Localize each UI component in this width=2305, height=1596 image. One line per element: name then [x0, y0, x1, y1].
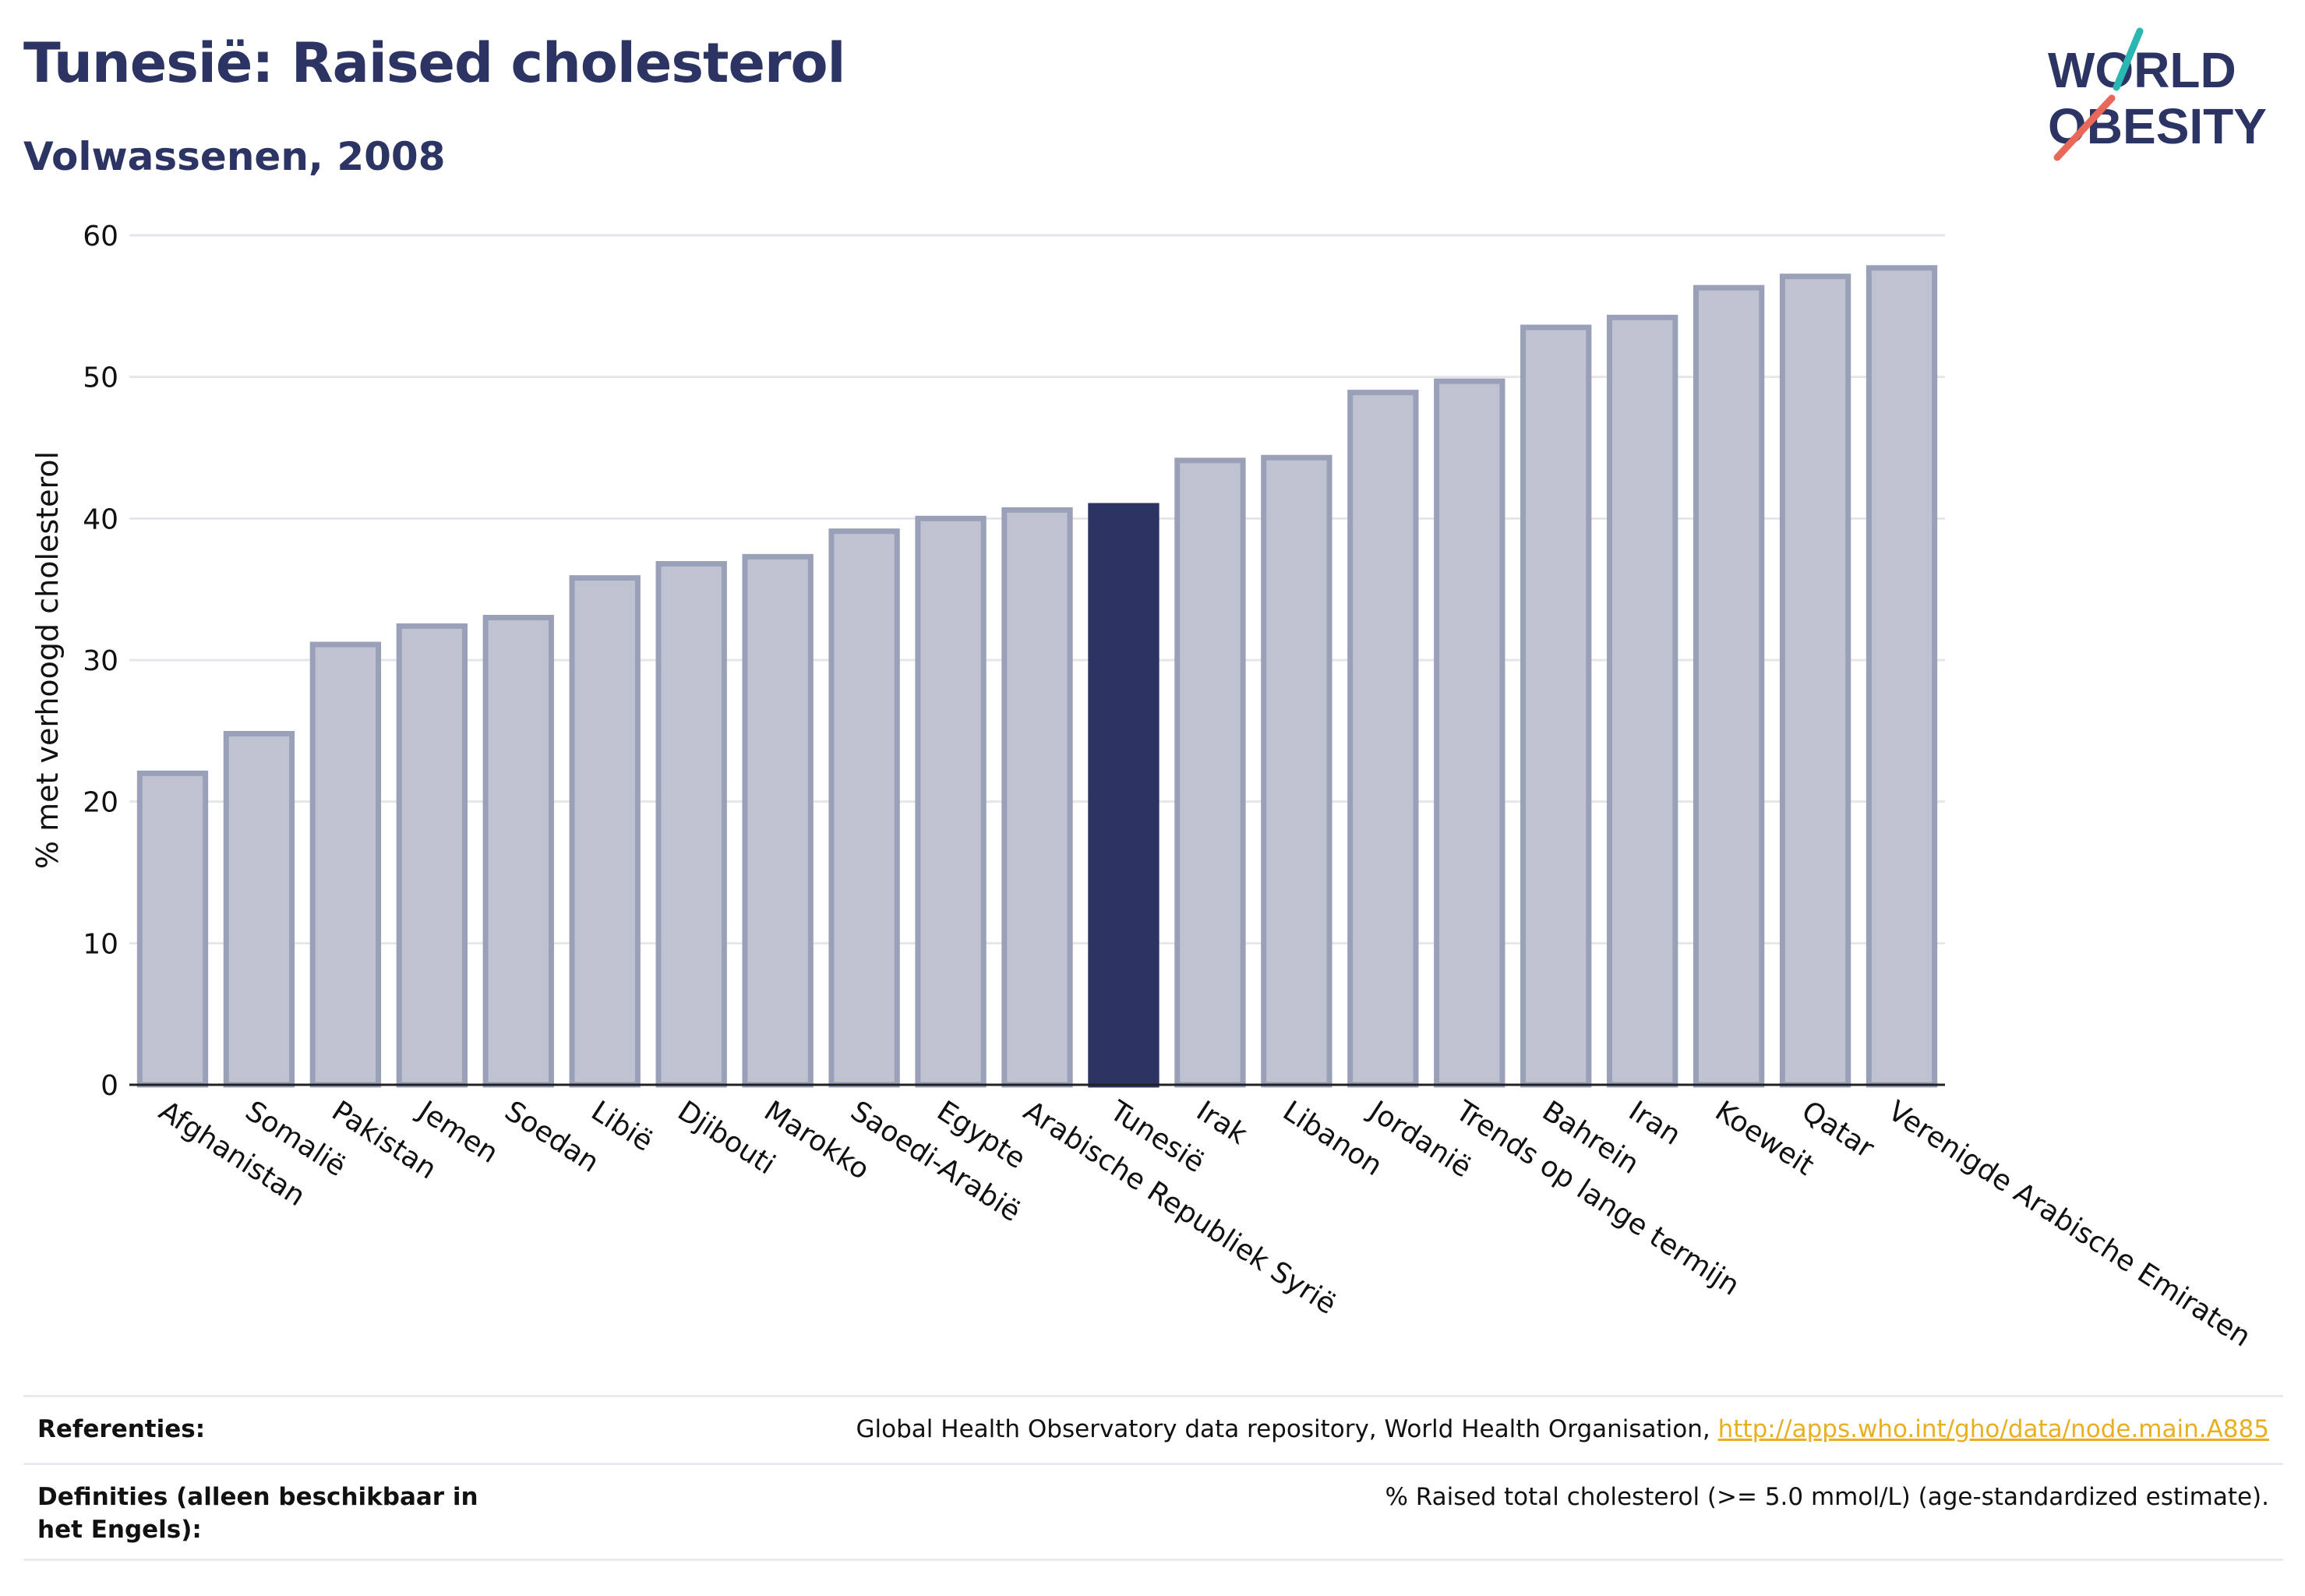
bar [1261, 454, 1333, 1088]
bar [1607, 314, 1678, 1088]
chart-title: Tunesië: Raised cholesterol [23, 31, 846, 95]
x-tick-label: Libanon [1277, 1095, 1388, 1182]
x-tick-label: Iran [1623, 1095, 1686, 1152]
bar [1520, 324, 1592, 1088]
bar [1779, 274, 1851, 1088]
y-tick-label: 0 [101, 1070, 118, 1102]
x-tick-label: Soedan [499, 1095, 604, 1179]
bars [136, 265, 1938, 1088]
bar [569, 575, 641, 1088]
bar [1434, 378, 1505, 1088]
bar-highlighted [1088, 503, 1160, 1088]
definitions-row: Definities (alleen beschikbaar in het En… [23, 1463, 2283, 1561]
references-label: Referenties: [37, 1415, 206, 1443]
references-text: Global Health Observatory data repositor… [856, 1415, 1718, 1443]
bar-chart: 0 10 20 30 40 50 60 AfghanistanSomaliëPakistan… [30, 221, 2257, 1354]
chart-subtitle: Volwassenen, 2008 [23, 134, 446, 179]
x-tick-label: Djibouti [672, 1095, 780, 1181]
bar [915, 515, 987, 1088]
x-tick-label: Irak [1191, 1095, 1253, 1151]
references-table: Referenties: Global Health Observatory d… [23, 1395, 2283, 1561]
bar [396, 623, 468, 1088]
x-tick-labels: AfghanistanSomaliëPakistanJemenSoedanLib… [154, 1094, 2257, 1353]
bar [482, 615, 554, 1088]
bar [742, 553, 814, 1088]
bar [1174, 457, 1246, 1088]
bar [655, 560, 727, 1088]
y-tick-label: 10 [83, 928, 118, 960]
definitions-value: % Raised total cholesterol (>= 5.0 mmol/… [1385, 1483, 2269, 1511]
y-tick-label: 20 [83, 787, 118, 819]
y-axis-label: % met verhoogd cholesterol [30, 451, 65, 869]
logo-line1: WORLD [2048, 42, 2236, 98]
bar [1866, 265, 1938, 1088]
world-obesity-logo[interactable]: WORLD OBESITY [2042, 23, 2291, 164]
references-value: Global Health Observatory data repositor… [856, 1413, 2269, 1446]
y-tick-label: 30 [83, 645, 118, 677]
y-tick-labels: 0 10 20 30 40 50 60 [83, 221, 118, 1102]
y-tick-label: 60 [83, 221, 118, 252]
x-tick-label: Afghanistan [154, 1095, 311, 1213]
references-link[interactable]: http://apps.who.int/gho/data/node.main.A… [1717, 1415, 2269, 1443]
bar [1001, 507, 1073, 1088]
bar [223, 730, 295, 1088]
bar [828, 528, 900, 1088]
bar [136, 770, 209, 1088]
bar [309, 641, 382, 1088]
references-row: Referenties: Global Health Observatory d… [23, 1395, 2283, 1463]
bar [1347, 390, 1419, 1088]
definitions-label: Definities (alleen beschikbaar in het En… [37, 1483, 478, 1544]
y-tick-label: 40 [83, 503, 118, 535]
x-tick-label: Verenigde Arabische Emiraten [1883, 1095, 2257, 1353]
x-tick-label: Koeweit [1710, 1095, 1820, 1182]
bar [1693, 284, 1765, 1088]
y-tick-label: 50 [83, 362, 118, 394]
